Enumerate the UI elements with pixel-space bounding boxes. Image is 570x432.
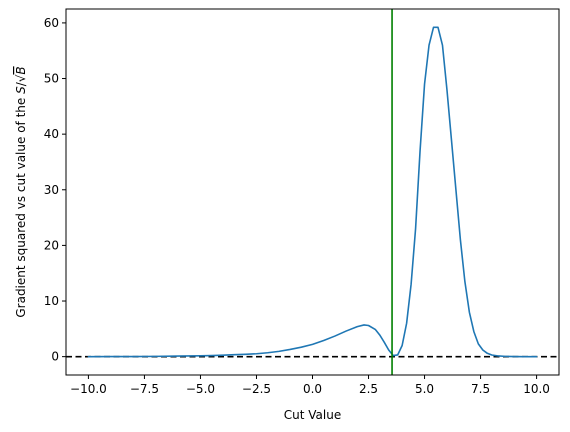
y-axis: 0 10 20 30 40 50 60 [44,16,66,364]
y-tick-label: 40 [44,127,59,141]
y-axis-label-b: B [14,66,28,74]
x-tick-label: −7.5 [130,382,159,396]
y-tick-label: 30 [44,183,59,197]
x-tick-label: 0.0 [303,382,322,396]
x-tick-label: 2.5 [359,382,378,396]
y-tick-label: 20 [44,238,59,252]
series-line-0 [87,26,538,358]
x-axis: −10.0 −7.5 −5.0 −2.5 0.0 2.5 5.0 7.5 10.0 [70,375,550,396]
y-axis-label-s: S [14,86,28,94]
x-tick-label: 10.0 [523,382,550,396]
x-tick-label: −5.0 [186,382,215,396]
x-tick-label: 7.5 [471,382,490,396]
y-axis-label-prefix: Gradient squared vs cut value of the [14,94,28,318]
plot-area [66,9,559,375]
x-tick-label: −10.0 [70,382,107,396]
x-tick-label: 5.0 [415,382,434,396]
y-tick-label: 50 [44,72,59,86]
y-axis-label-sqrt: √ [14,74,28,82]
y-tick-label: 10 [44,294,59,308]
y-tick-label: 0 [51,350,59,364]
y-tick-label: 60 [44,16,59,30]
y-axis-label-slash: / [14,81,28,86]
x-axis-label: Cut Value [284,408,341,422]
y-axis-label: Gradient squared vs cut value of the S/√… [14,66,28,317]
x-tick-label: −2.5 [242,382,271,396]
